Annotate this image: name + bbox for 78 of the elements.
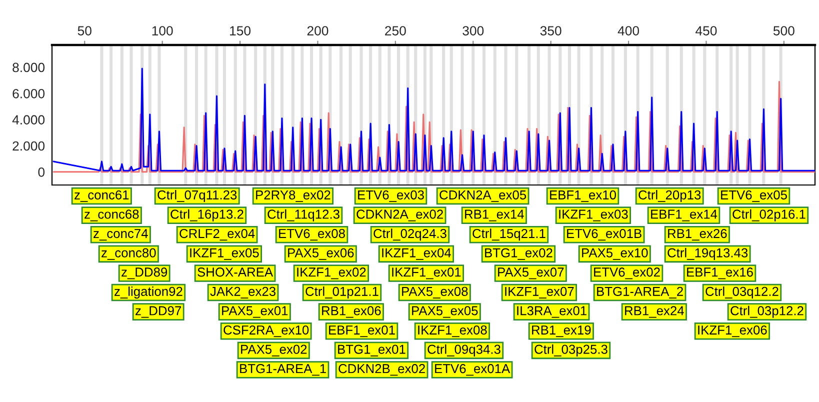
text: IL3RA_ex01 xyxy=(517,306,586,318)
text: IKZF1_ex02 xyxy=(297,268,366,280)
text: CRLF2_ex04 xyxy=(180,228,255,241)
text: z_conc68 xyxy=(84,210,139,222)
text: PAX5_ex01 xyxy=(222,306,288,318)
text: BTG1_ex02 xyxy=(485,248,552,260)
text: CDKN2A_ex05 xyxy=(440,190,526,202)
text: Ctrl_02q24.3 xyxy=(374,228,446,241)
x-tick-label: 450 xyxy=(696,26,717,36)
text: Ctrl_03p25.3 xyxy=(534,344,608,356)
text: z_ligation92 xyxy=(114,286,182,299)
text: RB1_ex26 xyxy=(668,228,727,241)
text: ETV6_ex01B xyxy=(567,228,642,241)
text: EBF1_ex10 xyxy=(550,190,616,202)
text: Ctrl_03q12.2 xyxy=(706,286,778,299)
text: ETV6_ex08 xyxy=(279,228,345,241)
text: Ctrl_16p13.2 xyxy=(170,209,244,222)
text: z_conc80 xyxy=(102,248,156,260)
x-tick-label: 500 xyxy=(773,26,794,36)
text: Ctrl_07q11.23 xyxy=(158,190,237,202)
x-tick-label: 200 xyxy=(307,26,328,36)
x-tick-label: 100 xyxy=(152,26,173,36)
text: SHOX-AREA xyxy=(198,268,274,277)
text: EBF1_ex16 xyxy=(687,268,753,280)
text: CDKN2B_ex02 xyxy=(338,364,425,376)
text: Ctrl_11q12.3 xyxy=(268,209,340,222)
text: IKZF1_ex01 xyxy=(392,268,461,280)
text: IKZF1_ex05 xyxy=(190,248,259,260)
text: Ctrl_09q34.3 xyxy=(428,344,500,356)
text: Ctrl_01p21.1 xyxy=(306,286,378,299)
text: PAX5_ex02 xyxy=(241,344,307,356)
text: IKZF1_ex07 xyxy=(505,286,574,298)
y-tick-label: 6.000 xyxy=(12,88,45,98)
text: P2RY8_ex02 xyxy=(256,190,330,202)
text: IKZF1_ex06 xyxy=(698,325,767,338)
x-tick-label: 250 xyxy=(385,26,406,36)
text: ETV6_ex05 xyxy=(721,190,787,202)
text: JAK2_ex23 xyxy=(210,286,276,298)
x-tick-label: 50 xyxy=(78,26,92,36)
text: PAX5_ex06 xyxy=(288,248,354,260)
text: z_conc61 xyxy=(74,190,129,202)
text: EBF1_ex01 xyxy=(329,325,395,338)
text: CDKN2A_ex02 xyxy=(356,210,443,222)
text: ETV6_ex02 xyxy=(594,268,660,280)
text: RB1_ex19 xyxy=(532,325,591,338)
text: ETV6_ex01A xyxy=(435,364,510,376)
text: z_conc74 xyxy=(94,229,148,241)
text: PAX5_ex10 xyxy=(582,248,648,260)
text: BTG1-AREA_1 xyxy=(240,364,326,376)
text: BTG1-AREA_2 xyxy=(597,286,683,298)
text: z_DD89 xyxy=(122,268,168,280)
text: Ctrl_15q21.1 xyxy=(472,228,546,241)
text: z_DD97 xyxy=(136,306,182,318)
y-tick-label: 4.000 xyxy=(12,115,45,124)
text: ETV6_ex03 xyxy=(358,190,424,202)
x-tick-label: 400 xyxy=(618,26,640,36)
text: Ctrl_19q13.43 xyxy=(668,248,748,260)
text: Ctrl_03p12.2 xyxy=(730,306,804,318)
text: RB1_ex14 xyxy=(465,210,524,222)
text: Ctrl_02p16.1 xyxy=(732,209,806,222)
x-tick-label: 350 xyxy=(540,26,562,36)
x-tick-label: 150 xyxy=(230,26,251,36)
text: IKZF1_ex03 xyxy=(559,210,628,222)
text: IKZF1_ex04 xyxy=(382,248,451,260)
y-tick-label: 2.000 xyxy=(12,141,45,151)
text: RB1_ex06 xyxy=(322,306,381,318)
text: PAX5_ex05 xyxy=(412,306,478,318)
text: EBF1_ex14 xyxy=(651,210,718,222)
text: IKZF1_ex08 xyxy=(418,325,487,338)
text: Ctrl_20p13 xyxy=(638,190,701,202)
text: CSF2RA_ex10 xyxy=(224,325,309,338)
text: PAX5_ex07 xyxy=(498,268,564,280)
y-tick-label: 0 xyxy=(38,167,45,177)
text: BTG1_ex01 xyxy=(338,344,406,356)
y-tick-label: 8.000 xyxy=(12,62,45,72)
text: RB1_ex24 xyxy=(625,306,684,318)
text: PAX5_ex08 xyxy=(402,286,468,298)
x-tick-label: 300 xyxy=(462,26,484,36)
